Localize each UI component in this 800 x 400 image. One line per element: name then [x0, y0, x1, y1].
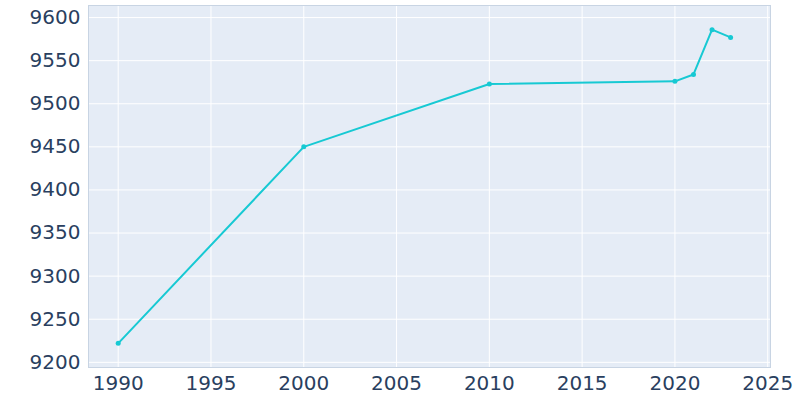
svg-text:2000: 2000 — [278, 371, 329, 395]
svg-text:9250: 9250 — [30, 307, 81, 331]
svg-text:2005: 2005 — [371, 371, 422, 395]
svg-text:1990: 1990 — [93, 371, 144, 395]
svg-text:9400: 9400 — [30, 177, 81, 201]
svg-text:9550: 9550 — [30, 48, 81, 72]
svg-text:9500: 9500 — [30, 91, 81, 115]
svg-text:2020: 2020 — [649, 371, 700, 395]
svg-text:2025: 2025 — [742, 371, 793, 395]
svg-text:9450: 9450 — [30, 134, 81, 158]
svg-text:2015: 2015 — [557, 371, 608, 395]
svg-text:2010: 2010 — [464, 371, 515, 395]
svg-text:1995: 1995 — [186, 371, 237, 395]
svg-text:9350: 9350 — [30, 220, 81, 244]
svg-text:9600: 9600 — [30, 5, 81, 29]
svg-text:9200: 9200 — [30, 350, 81, 374]
svg-text:9300: 9300 — [30, 264, 81, 288]
